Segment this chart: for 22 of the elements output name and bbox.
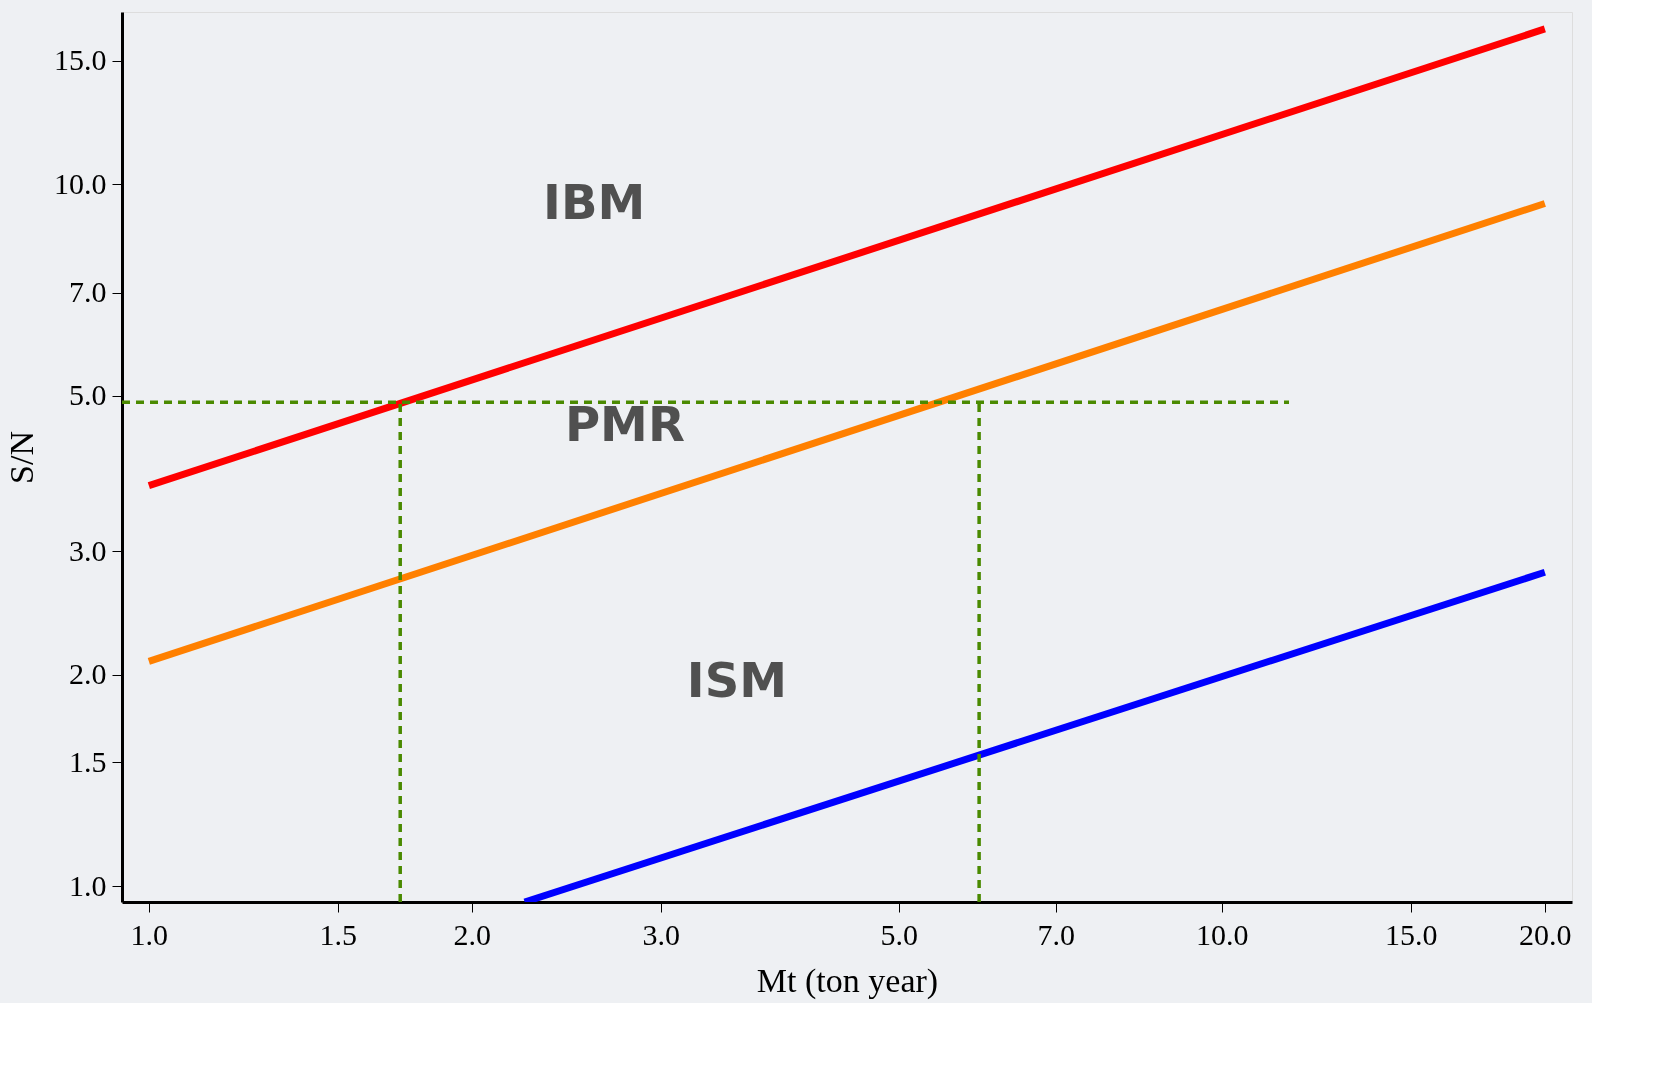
x-axis-title: Mt (ton year) (756, 961, 939, 1000)
x-tick-label: 2.0 (453, 917, 492, 951)
y-tick-label: 2.0 (69, 657, 107, 691)
x-tick-label: 3.0 (642, 917, 681, 951)
x-tick-label: 1.5 (319, 917, 358, 951)
y-tick-label: 7.0 (69, 275, 107, 309)
x-tick-label: 1.0 (130, 917, 169, 951)
x-tick-label: 15.0 (1385, 917, 1438, 951)
y-tick-label: 1.0 (69, 868, 107, 902)
x-tick-label: 10.0 (1196, 917, 1249, 951)
x-tick-label: 20.0 (1519, 917, 1572, 951)
y-tick-label: 1.5 (69, 744, 107, 778)
series-label: IBM (543, 173, 646, 230)
text: ISM (686, 652, 787, 709)
y-axis-title: S/N (3, 431, 40, 484)
y-tick-label: 3.0 (69, 533, 107, 567)
y-tick-label: 15.0 (54, 43, 107, 77)
y-tick-label: 5.0 (69, 378, 107, 412)
x-tick-label: 5.0 (880, 917, 919, 951)
x-tick-label: 7.0 (1037, 917, 1075, 951)
series-label: PMR (564, 396, 685, 453)
y-tick-label: 10.0 (54, 166, 107, 200)
